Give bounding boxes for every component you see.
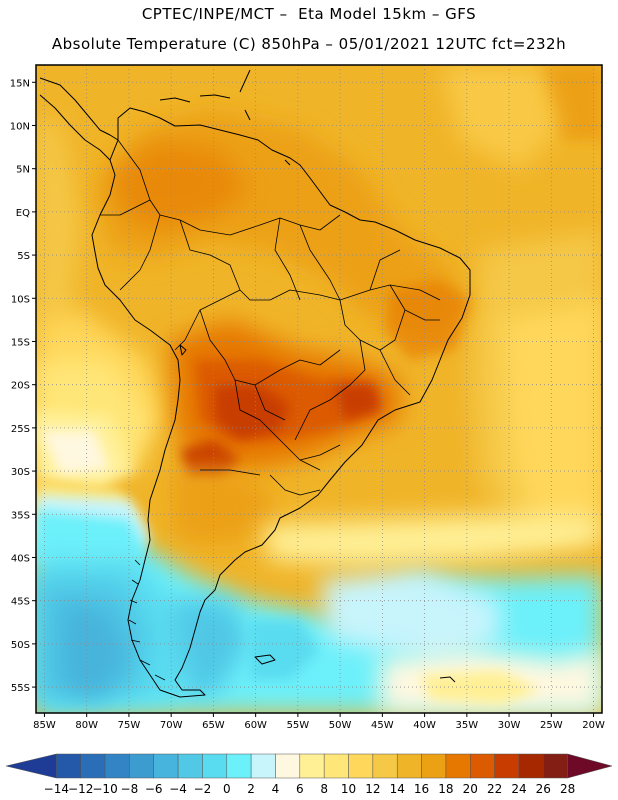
lon-tick-label: 40W [413, 720, 436, 731]
lat-tick-label: 40S [11, 553, 30, 564]
colorbar-swatch [323, 753, 349, 779]
colorbar-swatch [445, 753, 471, 779]
colorbar-swatch [348, 753, 374, 779]
lon-tick-label: 60W [244, 720, 267, 731]
lat-tick-label: 10S [11, 294, 30, 305]
chilean-fjords [128, 559, 166, 681]
colorbar-label: 16 [414, 782, 429, 796]
colorbar-swatch [80, 753, 106, 779]
colorbar-label: 24 [511, 782, 526, 796]
title-model: CPTEC/INPE/MCT – Eta Model 15km – GFS [141, 5, 477, 23]
lat-tick-label: 15S [11, 337, 30, 348]
colorbar-swatch [226, 753, 252, 779]
caribbean-islands [159, 69, 291, 166]
colorbar-swatch [494, 753, 520, 779]
colorbar-swatch [202, 753, 228, 779]
colorbar-swatch [177, 753, 203, 779]
lat-tick-label: 10N [10, 121, 30, 132]
colorbar-label: 22 [487, 782, 502, 796]
lat-tick-label: 30S [11, 467, 30, 478]
temperature-field [36, 65, 602, 713]
lon-tick-label: 80W [75, 720, 98, 731]
longitude-axis: 85W 80W 75W 70W 65W 60W 55W 50W 45W 40W 35W 30W 25W 2… [33, 713, 605, 731]
colorbar-swatch [396, 753, 422, 779]
colorbar-label: −12 [68, 782, 93, 796]
south-america-coastline [91, 107, 471, 698]
colorbar: −14 −12 −10 −8 −6 −4 −2 0 2 4 6 8 10 12 14 16 18 20 22 24 26… [5, 753, 613, 796]
lake-titicaca [179, 344, 187, 356]
lat-tick-label: 5S [17, 251, 30, 262]
colorbar-swatch [56, 753, 81, 779]
lon-tick-label: 25W [540, 720, 563, 731]
colorbar-label: 20 [463, 782, 478, 796]
colorbar-label: −14 [44, 782, 69, 796]
title-variable: Absolute Temperature (C) 850hPa – 05/01/… [51, 35, 567, 53]
colorbar-swatch [518, 753, 544, 779]
lon-tick-label: 30W [498, 720, 521, 731]
colorbar-label: 6 [296, 782, 304, 796]
country-borders [100, 139, 441, 496]
colorbar-label: 8 [320, 782, 328, 796]
coastlines-and-borders [39, 69, 471, 698]
colorbar-label: −10 [92, 782, 117, 796]
lat-tick-label: 45S [11, 597, 30, 608]
lon-tick-label: 35W [456, 720, 479, 731]
colorbar-swatch [470, 753, 495, 779]
lon-tick-label: 50W [329, 720, 352, 731]
colorbar-label: 10 [341, 782, 356, 796]
colorbar-swatch [421, 753, 447, 779]
lon-tick-label: 65W [202, 720, 225, 731]
colorbar-label: −2 [194, 782, 212, 796]
colorbar-label: 0 [223, 782, 231, 796]
latitude-axis: 15N 10N 5N EQ 5S 10S 15S 20S 25S 30S 35S 40S 45S 50S 5… [10, 78, 36, 694]
lat-tick-label: 20S [11, 381, 30, 392]
colorbar-label: 26 [536, 782, 551, 796]
colorbar-label: −8 [121, 782, 139, 796]
lon-tick-label: 55W [287, 720, 310, 731]
lon-tick-label: 75W [118, 720, 141, 731]
colorbar-swatch [129, 753, 154, 779]
colorbar-label: 2 [247, 782, 255, 796]
map-area [36, 65, 602, 713]
colorbar-label: 18 [438, 782, 453, 796]
lat-tick-label: 50S [11, 640, 30, 651]
colorbar-swatch [250, 753, 276, 779]
lat-tick-label: 35S [11, 510, 30, 521]
lon-tick-label: 85W [33, 720, 56, 731]
colorbar-label: −6 [145, 782, 163, 796]
colorbar-label: 28 [560, 782, 575, 796]
south-georgia [439, 676, 456, 683]
colorbar-swatch [543, 753, 568, 779]
lat-tick-label: 5N [16, 165, 30, 176]
colorbar-label: 4 [272, 782, 280, 796]
map-frame [35, 64, 603, 714]
lat-tick-label: EQ [16, 208, 30, 219]
colorbar-arrow-low [5, 753, 57, 779]
colorbar-swatch [372, 753, 398, 779]
lon-tick-label: 20W [582, 720, 605, 731]
lon-tick-label: 70W [160, 720, 183, 731]
lon-tick-label: 45W [371, 720, 394, 731]
lat-lon-grid [36, 65, 602, 713]
falkland-islands [254, 654, 276, 665]
lat-tick-label: 25S [11, 424, 30, 435]
colorbar-swatch [104, 753, 130, 779]
colorbar-swatch [275, 753, 301, 779]
colorbar-label: −4 [169, 782, 187, 796]
colorbar-label: 12 [365, 782, 380, 796]
lat-tick-label: 55S [11, 683, 30, 694]
lat-tick-label: 15N [10, 78, 30, 89]
colorbar-swatch [299, 753, 325, 779]
colorbar-arrow-high [567, 753, 613, 779]
colorbar-swatch [153, 753, 179, 779]
central-america-coastline [39, 77, 119, 161]
colorbar-label: 14 [390, 782, 405, 796]
